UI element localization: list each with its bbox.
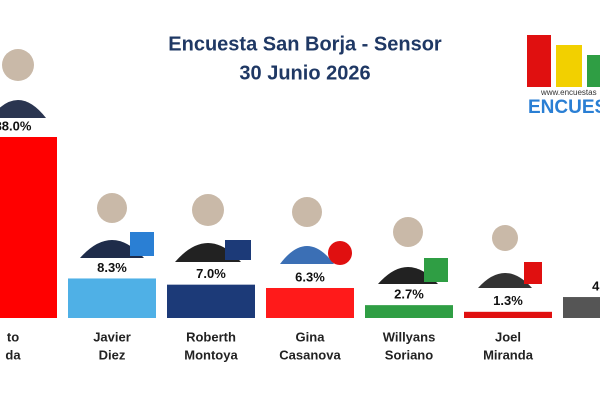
candidate-photo [478, 225, 542, 288]
x-tick-label: Roberth [186, 329, 236, 344]
candidate-photo [0, 49, 46, 118]
x-tick-label: Miranda [483, 347, 534, 362]
chart-title: Encuesta San Borja - Sensor [168, 33, 442, 55]
x-tick-label: Javier [93, 329, 131, 344]
bar [563, 297, 600, 318]
x-tick-label: Diez [99, 347, 126, 362]
candidate-photo [80, 193, 154, 258]
bar [464, 311, 552, 318]
bar [266, 287, 354, 318]
bar [365, 305, 453, 318]
logo-block [556, 45, 582, 87]
x-tick-label: Montoya [184, 347, 238, 362]
x-tick-label: Joel [495, 329, 521, 344]
x-tick-label: Casanova [279, 347, 341, 362]
candidate-photo [280, 197, 352, 265]
logo-name: ENCUEST [528, 97, 600, 118]
value-label: 8.3% [97, 260, 127, 275]
x-tick-label: da [5, 347, 21, 362]
bar [0, 137, 57, 318]
value-label: 1.3% [493, 293, 523, 308]
value-label: 2.7% [394, 287, 424, 302]
chart-subtitle: 30 Junio 2026 [239, 62, 370, 84]
x-tick-label: Soriano [385, 347, 433, 362]
candidate-photo [378, 217, 448, 284]
logo: www.encuestas ENCUEST [527, 35, 600, 118]
bar [68, 278, 156, 318]
logo-block [527, 35, 551, 87]
bar [167, 284, 255, 318]
logo-block [587, 55, 600, 87]
x-tick-label: to [7, 329, 19, 344]
photos [0, 49, 542, 288]
value-label: 6.3% [295, 269, 325, 284]
logo-url: www.encuestas [540, 88, 597, 97]
x-tick-label: Gina [296, 329, 326, 344]
value-label: 7.0% [196, 266, 226, 281]
value-label: 4.4% [592, 278, 600, 293]
x-tick-label: Willyans [383, 329, 436, 344]
value-label: 38.0% [0, 118, 32, 133]
candidate-photo [175, 194, 251, 262]
